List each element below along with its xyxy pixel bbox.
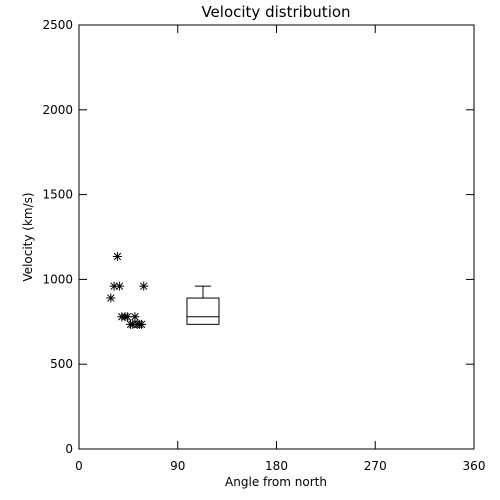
- data-point: [115, 281, 125, 291]
- y-tick-label: 500: [50, 357, 73, 371]
- data-point: [106, 293, 116, 303]
- y-tick-label: 1500: [42, 188, 73, 202]
- x-tick-label: 90: [170, 459, 185, 473]
- data-point: [137, 319, 147, 329]
- chart-title: Velocity distribution: [201, 3, 350, 21]
- y-axis-ticks: 0 500 1000 1500 2000 2500: [42, 18, 474, 456]
- data-point: [130, 312, 140, 322]
- x-tick-label: 180: [265, 459, 288, 473]
- x-tick-label: 360: [463, 459, 486, 473]
- y-tick-label: 0: [65, 442, 73, 456]
- data-point: [112, 252, 122, 262]
- data-point: [109, 281, 119, 291]
- x-tick-label: 270: [364, 459, 387, 473]
- x-axis-ticks: 0 90 180 270 360: [75, 25, 485, 473]
- y-tick-label: 1000: [42, 272, 73, 286]
- boxplot: [186, 285, 220, 325]
- x-axis-label: Angle from north: [225, 475, 327, 489]
- scatter-points: [106, 252, 149, 329]
- x-tick-label: 0: [75, 459, 83, 473]
- y-axis-label: Velocity (km/s): [21, 192, 35, 281]
- data-point: [122, 312, 132, 322]
- y-tick-label: 2500: [42, 18, 73, 32]
- y-tick-label: 2000: [42, 103, 73, 117]
- data-point: [139, 281, 149, 291]
